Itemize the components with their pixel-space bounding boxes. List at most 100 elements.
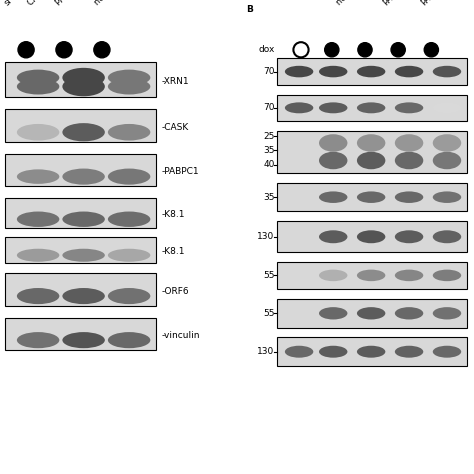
Ellipse shape bbox=[433, 346, 461, 358]
Ellipse shape bbox=[433, 307, 461, 319]
Ellipse shape bbox=[108, 249, 150, 262]
Ellipse shape bbox=[285, 102, 313, 113]
Ellipse shape bbox=[63, 77, 105, 96]
Circle shape bbox=[424, 43, 438, 57]
Ellipse shape bbox=[395, 270, 423, 281]
Circle shape bbox=[391, 43, 405, 57]
Text: 70: 70 bbox=[263, 103, 274, 112]
Circle shape bbox=[94, 42, 110, 58]
Ellipse shape bbox=[285, 346, 313, 358]
Ellipse shape bbox=[63, 288, 105, 304]
Ellipse shape bbox=[63, 249, 105, 262]
Text: 35: 35 bbox=[263, 146, 274, 155]
Ellipse shape bbox=[357, 66, 385, 77]
Ellipse shape bbox=[395, 230, 423, 243]
Circle shape bbox=[56, 42, 72, 58]
Text: PABPC1 si: PABPC1 si bbox=[55, 0, 91, 7]
Ellipse shape bbox=[17, 249, 59, 262]
Text: -XRN1: -XRN1 bbox=[161, 77, 189, 86]
Ellipse shape bbox=[319, 230, 347, 243]
Ellipse shape bbox=[63, 68, 105, 87]
Ellipse shape bbox=[63, 123, 105, 141]
Ellipse shape bbox=[17, 332, 59, 348]
Text: CASK si: CASK si bbox=[26, 0, 55, 7]
Ellipse shape bbox=[108, 70, 150, 86]
Ellipse shape bbox=[433, 134, 461, 152]
Ellipse shape bbox=[17, 79, 59, 94]
Bar bbox=[5, 318, 156, 350]
Text: -ORF6: -ORF6 bbox=[161, 287, 189, 296]
Ellipse shape bbox=[108, 169, 150, 185]
Bar bbox=[5, 109, 156, 142]
Bar bbox=[5, 237, 156, 263]
Ellipse shape bbox=[357, 270, 385, 281]
Ellipse shape bbox=[108, 124, 150, 141]
Text: si: si bbox=[2, 0, 13, 7]
Text: -K8.1: -K8.1 bbox=[161, 210, 185, 219]
Ellipse shape bbox=[17, 169, 59, 184]
Ellipse shape bbox=[319, 270, 347, 281]
Text: -CASK: -CASK bbox=[161, 123, 188, 132]
Bar bbox=[277, 58, 467, 85]
Bar bbox=[5, 273, 156, 306]
Text: 130: 130 bbox=[257, 232, 274, 241]
Ellipse shape bbox=[357, 191, 385, 203]
Ellipse shape bbox=[395, 134, 423, 152]
Ellipse shape bbox=[319, 346, 347, 358]
Ellipse shape bbox=[433, 230, 461, 243]
Bar bbox=[277, 183, 467, 211]
Ellipse shape bbox=[357, 152, 385, 169]
Circle shape bbox=[325, 43, 339, 57]
Ellipse shape bbox=[433, 66, 461, 77]
Ellipse shape bbox=[17, 124, 59, 141]
Ellipse shape bbox=[395, 66, 423, 77]
Bar bbox=[277, 131, 467, 173]
Text: -PABPC1: -PABPC1 bbox=[161, 167, 199, 176]
Ellipse shape bbox=[108, 332, 150, 348]
Text: 40: 40 bbox=[263, 160, 274, 169]
Ellipse shape bbox=[357, 230, 385, 243]
Text: PA: PA bbox=[419, 0, 433, 7]
Bar bbox=[5, 198, 156, 228]
Text: 130: 130 bbox=[257, 347, 274, 356]
Ellipse shape bbox=[63, 332, 105, 348]
Ellipse shape bbox=[395, 191, 423, 203]
Text: PABPC1: PABPC1 bbox=[382, 0, 411, 7]
Ellipse shape bbox=[357, 102, 385, 113]
Ellipse shape bbox=[63, 211, 105, 227]
Text: 70: 70 bbox=[263, 67, 274, 76]
Bar bbox=[277, 299, 467, 328]
Ellipse shape bbox=[395, 346, 423, 358]
Ellipse shape bbox=[319, 134, 347, 152]
Text: 55: 55 bbox=[263, 309, 274, 318]
Ellipse shape bbox=[108, 79, 150, 94]
Text: non-targeting si: non-targeting si bbox=[334, 0, 388, 7]
Text: B: B bbox=[246, 5, 254, 14]
Ellipse shape bbox=[17, 288, 59, 304]
Ellipse shape bbox=[395, 307, 423, 319]
Ellipse shape bbox=[357, 307, 385, 319]
Bar bbox=[277, 95, 467, 121]
Ellipse shape bbox=[319, 66, 347, 77]
Ellipse shape bbox=[319, 102, 347, 113]
Ellipse shape bbox=[285, 66, 313, 77]
Ellipse shape bbox=[357, 134, 385, 152]
Ellipse shape bbox=[395, 102, 423, 113]
Ellipse shape bbox=[319, 307, 347, 319]
Ellipse shape bbox=[17, 70, 59, 86]
Text: dox: dox bbox=[258, 46, 275, 54]
Ellipse shape bbox=[433, 102, 461, 113]
Text: 35: 35 bbox=[263, 193, 274, 201]
Ellipse shape bbox=[319, 152, 347, 169]
Ellipse shape bbox=[433, 191, 461, 203]
Bar bbox=[277, 337, 467, 366]
Bar bbox=[5, 62, 156, 97]
Text: non-targeting si: non-targeting si bbox=[92, 0, 146, 7]
Circle shape bbox=[18, 42, 34, 58]
Ellipse shape bbox=[395, 152, 423, 169]
Bar bbox=[277, 221, 467, 252]
Text: -vinculin: -vinculin bbox=[161, 331, 200, 340]
Ellipse shape bbox=[63, 169, 105, 185]
Ellipse shape bbox=[357, 346, 385, 358]
Bar bbox=[5, 154, 156, 186]
